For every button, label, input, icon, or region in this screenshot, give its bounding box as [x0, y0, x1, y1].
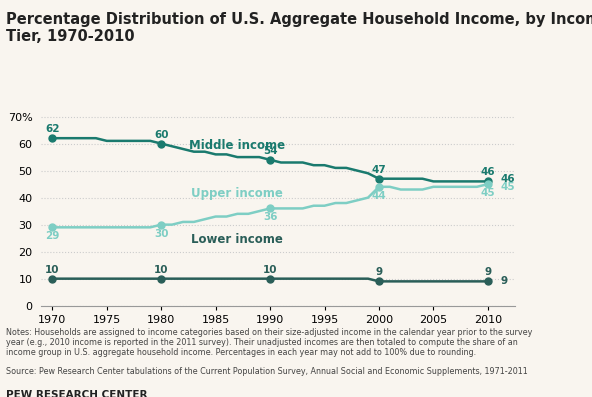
Text: 9: 9	[484, 267, 491, 278]
Text: 62: 62	[45, 124, 60, 134]
Text: 44: 44	[372, 191, 387, 201]
Text: Upper income: Upper income	[191, 187, 284, 200]
Text: 10: 10	[45, 265, 60, 275]
Text: 54: 54	[263, 146, 278, 156]
Text: 60: 60	[154, 129, 169, 139]
Text: Source: Pew Research Center tabulations of the Current Population Survey, Annual: Source: Pew Research Center tabulations …	[6, 367, 527, 376]
Text: 46: 46	[501, 174, 516, 184]
Text: 45: 45	[501, 182, 516, 192]
Text: 10: 10	[154, 265, 169, 275]
Text: 30: 30	[154, 229, 169, 239]
Text: Notes: Households are assigned to income categories based on their size-adjusted: Notes: Households are assigned to income…	[6, 328, 532, 357]
Text: 9: 9	[501, 276, 508, 286]
Text: 9: 9	[375, 267, 382, 278]
Text: 46: 46	[481, 168, 495, 177]
Text: 47: 47	[372, 165, 387, 175]
Text: 36: 36	[263, 212, 277, 222]
Text: 10: 10	[263, 265, 277, 275]
Text: Percentage Distribution of U.S. Aggregate Household Income, by Income
Tier, 1970: Percentage Distribution of U.S. Aggregat…	[6, 12, 592, 44]
Text: PEW RESEARCH CENTER: PEW RESEARCH CENTER	[6, 390, 147, 397]
Text: Middle income: Middle income	[189, 139, 285, 152]
Text: 29: 29	[45, 231, 60, 241]
Text: Lower income: Lower income	[191, 233, 284, 246]
Text: 45: 45	[481, 188, 495, 198]
